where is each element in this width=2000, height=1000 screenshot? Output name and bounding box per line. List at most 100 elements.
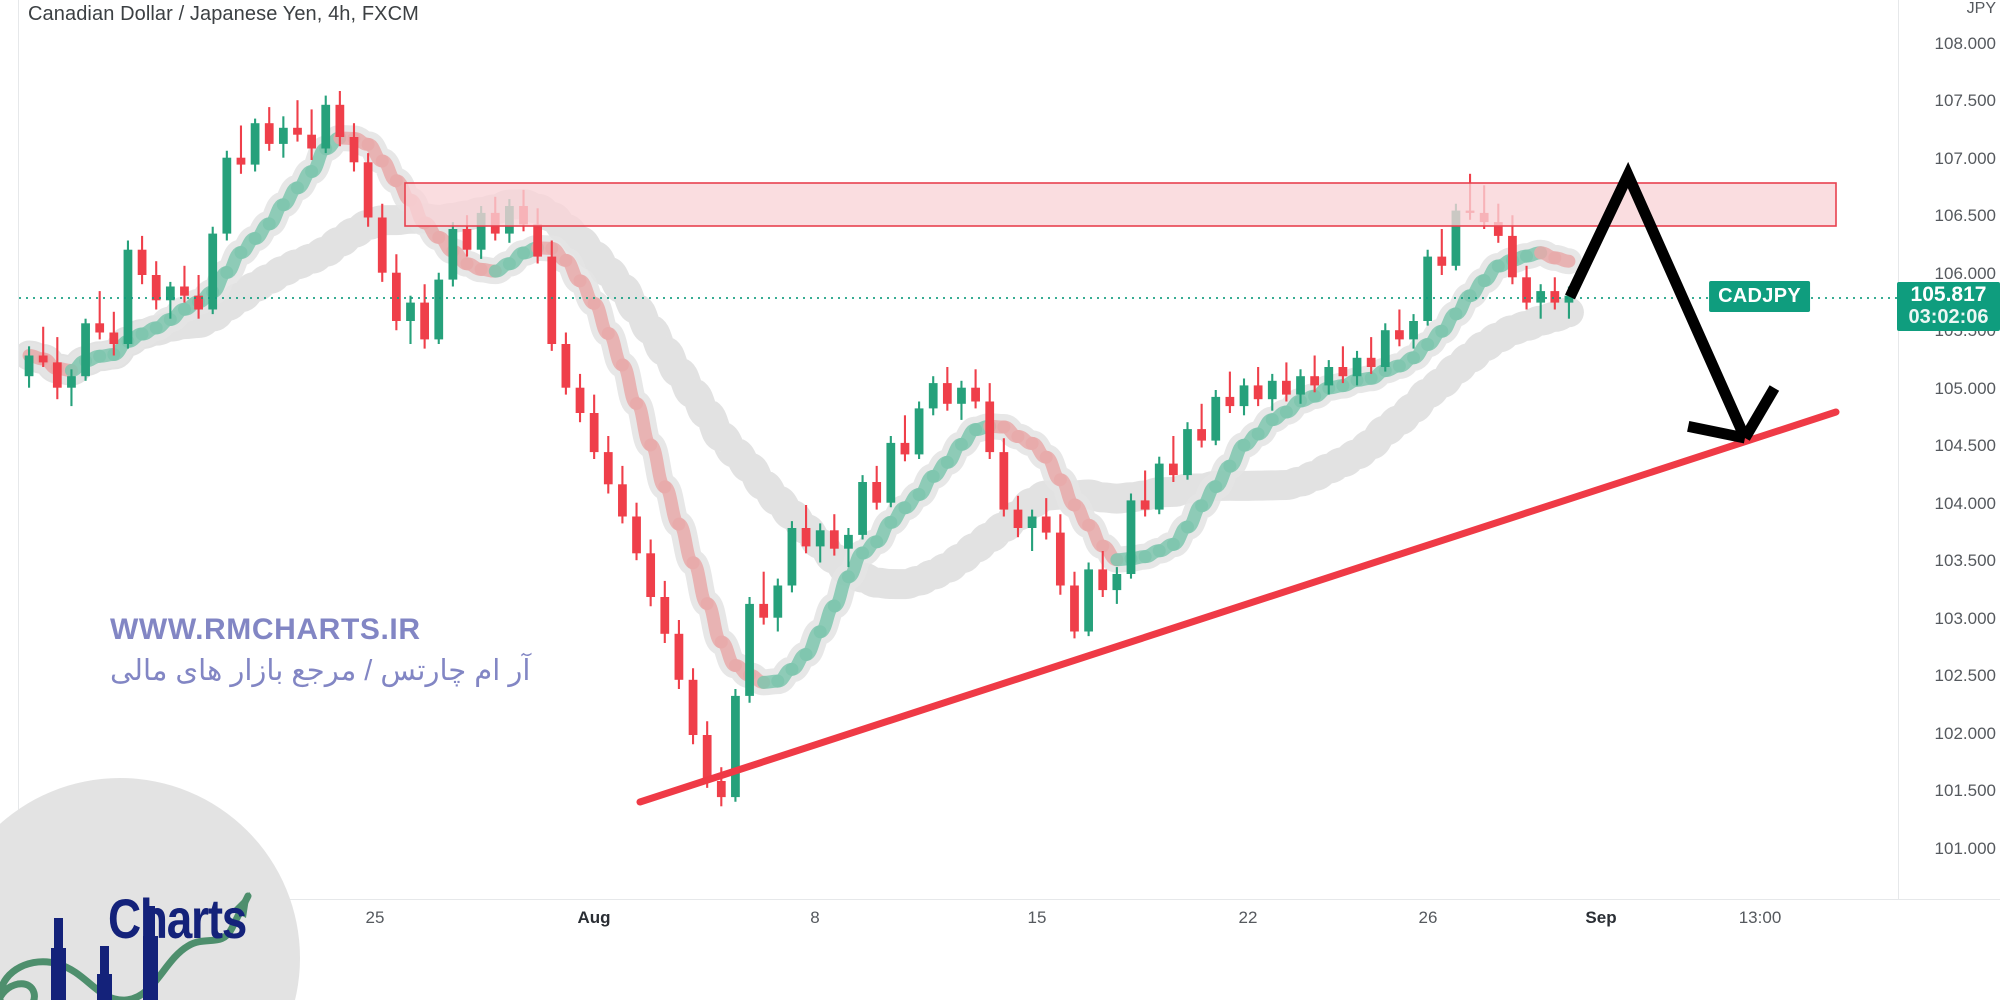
candlestick	[872, 465, 882, 510]
candlestick	[1168, 436, 1178, 482]
price-axis-currency: JPY	[1966, 0, 1996, 17]
candlestick	[942, 367, 952, 411]
candlestick	[1253, 367, 1263, 407]
candlestick	[646, 539, 656, 607]
candlestick	[773, 578, 783, 632]
candlestick	[1522, 265, 1531, 310]
candlestick	[194, 275, 203, 319]
time-axis-tick: 25	[365, 908, 385, 927]
candlestick	[1437, 229, 1447, 275]
candlestick	[180, 265, 189, 303]
time-axis-tick: Aug	[577, 908, 611, 927]
candlestick	[151, 261, 161, 310]
symbol-tag: CADJPY	[1709, 281, 1810, 312]
candlestick	[24, 346, 34, 388]
candlestick	[1197, 403, 1207, 448]
price-axis-tick: 106.500	[1934, 206, 1996, 225]
candlestick	[1041, 498, 1051, 540]
candlestick	[67, 369, 76, 407]
candlestick	[335, 91, 345, 147]
candlestick	[589, 394, 599, 459]
candlestick	[1282, 362, 1291, 402]
candlestick	[434, 272, 444, 344]
candlestick	[278, 116, 288, 158]
candlestick	[123, 240, 133, 349]
candlestick	[236, 125, 246, 174]
candlestick	[81, 318, 90, 381]
pane-bottom-border	[18, 899, 2000, 900]
moving-average-ribbon	[19, 125, 1584, 696]
candlestick	[165, 281, 175, 319]
candlestick	[109, 311, 119, 356]
candlestick	[1239, 378, 1249, 416]
candlestick	[1013, 495, 1023, 538]
price-axis-tick: 103.500	[1934, 551, 1996, 570]
candlestick	[971, 369, 980, 409]
time-axis-tick: 26	[1418, 908, 1438, 927]
candlestick	[1183, 422, 1192, 480]
last-price-value: 105.817	[1910, 283, 1987, 306]
candlestick	[575, 373, 585, 423]
candlestick	[914, 401, 924, 459]
price-axis-tick: 102.500	[1934, 666, 1996, 685]
candlestick	[547, 240, 557, 351]
candlestick	[858, 475, 867, 540]
candlestick	[759, 571, 769, 625]
candlestick	[208, 226, 218, 315]
candlestick	[1070, 571, 1079, 639]
candlestick	[264, 107, 274, 151]
logo-mark-icon	[0, 892, 252, 1000]
watermark-tagline: آر ام چارتس / مرجع بازار های مالی	[110, 655, 531, 687]
price-axis[interactable]: JPY 108.000 107.500 107.000 106.500 106.000 1…	[1900, 0, 2000, 900]
time-axis-tick: 15	[1027, 908, 1047, 927]
chart-title: Canadian Dollar / Japanese Yen, 4h, FXCM	[28, 3, 419, 25]
candlestick	[900, 415, 910, 462]
candlestick	[745, 597, 754, 703]
candlestick	[1310, 355, 1320, 393]
candlestick	[1395, 309, 1404, 347]
candlestick	[377, 203, 387, 282]
pane-left-border	[18, 0, 19, 900]
candlestick	[38, 326, 48, 367]
candlestick	[829, 514, 839, 556]
candlestick	[1423, 249, 1433, 326]
candlestick	[1084, 562, 1093, 637]
candlestick	[1366, 337, 1376, 374]
price-axis-tick: 105.000	[1934, 379, 1996, 398]
candlestick	[985, 383, 995, 459]
candlestick	[391, 254, 401, 331]
candlestick	[95, 291, 105, 340]
price-axis-tick: 101.000	[1934, 839, 1996, 858]
time-axis[interactable]: 25 Aug 8 15 22 26 Sep 13:00	[0, 900, 2000, 960]
logo-text: Charts	[108, 887, 247, 950]
candlestick	[1225, 371, 1235, 413]
candlestick	[1338, 346, 1348, 384]
candlestick	[1027, 509, 1037, 551]
candlestick	[321, 95, 331, 154]
price-axis-tick: 106.000	[1934, 264, 1996, 283]
candlestick	[448, 222, 458, 287]
candlestick	[801, 505, 811, 554]
candlestick	[1126, 493, 1136, 579]
candlestick	[1536, 284, 1546, 319]
candlestick	[420, 284, 430, 349]
candlestick	[674, 620, 684, 689]
candlestick	[137, 235, 147, 285]
candlestick	[1055, 514, 1065, 595]
price-axis-tick: 107.000	[1934, 149, 1996, 168]
price-axis-tick: 104.500	[1934, 436, 1996, 455]
time-axis-tick: 22	[1238, 908, 1258, 927]
watermark: WWW.RMCHARTS.IR آر ام چارتس / مرجع بازار…	[110, 613, 530, 688]
price-axis-tick: 104.000	[1934, 494, 1996, 513]
support-trendline	[636, 408, 1840, 806]
candlestick	[363, 153, 373, 227]
last-price-badge[interactable]: 105.817 03:02:06	[1897, 282, 2000, 332]
candlestick	[618, 465, 627, 524]
candlestick	[603, 436, 613, 494]
candlestick	[1154, 456, 1164, 515]
candlestick	[815, 523, 825, 563]
candlestick	[999, 438, 1009, 517]
candlestick	[1324, 360, 1334, 395]
